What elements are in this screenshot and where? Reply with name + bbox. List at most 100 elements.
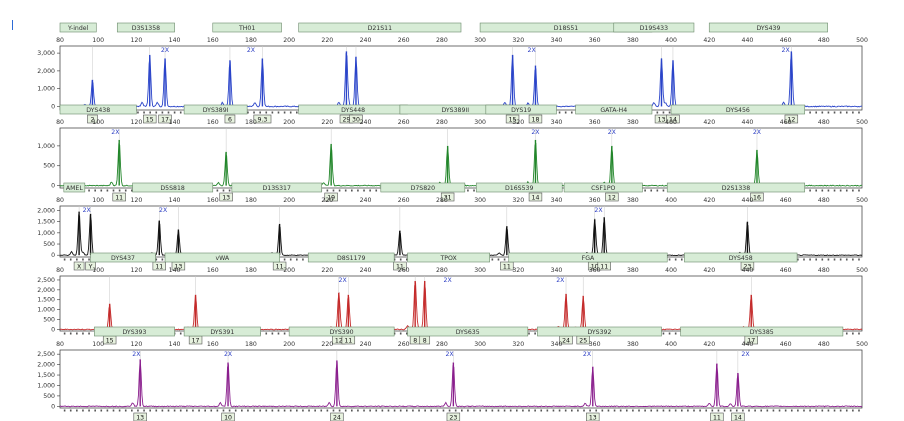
- bin-tick: [344, 189, 347, 192]
- allele-label: Y: [88, 263, 93, 270]
- bin-tick: [821, 189, 824, 192]
- bin-tick: [100, 189, 103, 192]
- bin-tick: [473, 409, 475, 412]
- locus-label: D3S1358: [132, 25, 160, 32]
- bin-tick: [662, 111, 665, 114]
- bin-tick: [436, 409, 439, 412]
- x-tick-label: 260: [398, 37, 410, 44]
- allele-label: 8: [423, 337, 427, 344]
- allele-label: 19: [327, 194, 335, 201]
- bin-tick: [644, 409, 646, 412]
- plot-frame: [59, 349, 863, 409]
- y-tick-label: 1,000: [37, 230, 55, 237]
- bin-tick: [497, 258, 500, 261]
- bin-tick: [100, 409, 103, 412]
- plot-frame: [59, 127, 863, 189]
- allele-box: [219, 192, 233, 202]
- x-tick-label: 440: [742, 197, 754, 204]
- bin-tick: [528, 332, 530, 335]
- allele-box: [505, 114, 520, 124]
- bin-tick: [858, 189, 860, 192]
- trace-line: [59, 52, 863, 108]
- locus-label: D7S820: [411, 185, 436, 192]
- x-tick-label: 340: [551, 119, 563, 126]
- x-tick-label: 380: [627, 37, 639, 44]
- allele-box: [221, 412, 235, 421]
- bin-tick: [106, 189, 109, 192]
- bin-tick: [809, 189, 811, 192]
- bin-tick: [827, 111, 830, 114]
- y-tick-label: 500: [43, 241, 55, 248]
- allele-label: 11: [713, 414, 721, 421]
- bin-tick: [845, 409, 848, 412]
- bin-tick: [503, 409, 506, 412]
- bin-tick: [149, 111, 151, 114]
- annotation-2x: 2X: [159, 207, 168, 214]
- bin-tick: [296, 111, 298, 114]
- bin-tick: [167, 409, 170, 412]
- allele-box: [784, 114, 799, 124]
- annotation-2x: 2X: [444, 277, 453, 284]
- annotation-2x: 2X: [741, 351, 750, 358]
- x-tick-label: 80: [56, 119, 64, 126]
- x-tick-label: 80: [56, 197, 64, 204]
- locus-label: DYS390: [330, 329, 354, 336]
- annotation-2x: 2X: [224, 351, 233, 358]
- x-tick-label: 120: [130, 37, 142, 44]
- bin-tick: [363, 189, 365, 192]
- bin-tick: [583, 409, 585, 412]
- allele-label: 17: [747, 337, 755, 344]
- bin-tick: [161, 409, 164, 412]
- x-tick-label: 460: [780, 267, 792, 274]
- allele-label: 2: [90, 116, 94, 123]
- locus-label: CSF1PO: [591, 185, 615, 192]
- bin-tick: [204, 409, 206, 412]
- allele-label: 12: [787, 116, 795, 123]
- bin-tick: [76, 332, 78, 335]
- bin-tick: [479, 409, 481, 412]
- locus-box: [684, 252, 798, 263]
- locus-box: [63, 182, 86, 193]
- x-tick-label: 220: [321, 341, 333, 348]
- bin-tick: [112, 409, 115, 412]
- y-tick-label: 1,000: [37, 382, 55, 389]
- x-tick-label: 200: [283, 341, 295, 348]
- x-tick-label: 480: [818, 341, 830, 348]
- bin-tick: [570, 111, 573, 114]
- bin-tick: [69, 332, 72, 335]
- x-tick-label: 220: [321, 119, 333, 126]
- locus-box: [407, 252, 490, 263]
- x-tick-label: 340: [551, 37, 563, 44]
- bin-tick: [131, 409, 133, 412]
- allele-box: [710, 412, 724, 421]
- x-tick-label: 220: [321, 267, 333, 274]
- bin-tick: [632, 409, 634, 412]
- bin-tick: [833, 409, 836, 412]
- locus-label: D16S539: [505, 185, 533, 192]
- locus-label: DYS391: [210, 329, 234, 336]
- x-tick-label: 300: [474, 119, 486, 126]
- bin-tick: [858, 258, 860, 261]
- bin-tick: [418, 409, 420, 412]
- y-tick-label: 0: [51, 326, 55, 333]
- locus-label: DYS385: [750, 329, 774, 336]
- bin-tick: [228, 409, 231, 412]
- locus-box: [164, 252, 280, 263]
- x-tick-label: 280: [436, 197, 448, 204]
- x-tick-label: 200: [283, 267, 295, 274]
- annotation-2x: 2X: [247, 47, 256, 54]
- locus-box: [183, 326, 261, 337]
- bin-tick: [778, 409, 781, 412]
- x-tick-label: 380: [627, 119, 639, 126]
- x-tick-label: 240: [360, 37, 372, 44]
- bin-tick: [790, 409, 793, 412]
- x-tick-label: 220: [321, 197, 333, 204]
- locus-label: D19S433: [640, 25, 668, 32]
- allele-box: [446, 412, 461, 421]
- x-tick-label: 180: [245, 267, 257, 274]
- trace-line: [59, 359, 863, 408]
- bin-tick: [137, 111, 139, 114]
- locus-box: [183, 104, 248, 115]
